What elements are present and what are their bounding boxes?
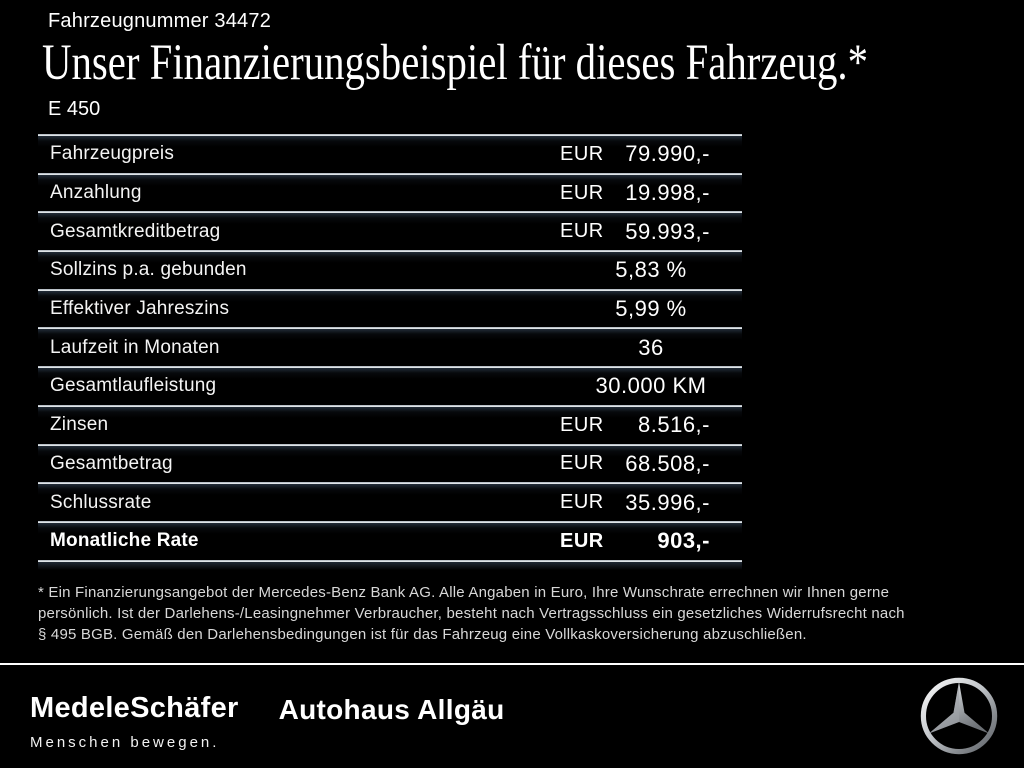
- row-separator: [38, 520, 742, 523]
- table-row: Effektiver Jahreszins 5,99 %: [38, 290, 742, 328]
- row-separator: [38, 172, 742, 175]
- table-row: Laufzeit in Monaten 36: [38, 329, 742, 367]
- currency-label: EUR: [560, 220, 604, 243]
- footer: MedeleSchäfer Menschen bewegen. Autohaus…: [30, 692, 505, 751]
- dealer-block: MedeleSchäfer Menschen bewegen.: [30, 692, 239, 751]
- row-separator: [38, 482, 742, 485]
- row-separator: [38, 327, 742, 330]
- row-value: 8.516,-: [638, 412, 710, 438]
- table-row: Sollzins p.a. gebunden 5,83 %: [38, 252, 742, 289]
- currency-label: EUR: [560, 142, 604, 165]
- row-label: Sollzins p.a. gebunden: [50, 259, 247, 281]
- row-values: EUR 903,-: [560, 528, 742, 554]
- row-values: EUR 68.508,-: [560, 451, 742, 477]
- row-label: Laufzeit in Monaten: [50, 336, 220, 358]
- row-label: Gesamtkreditbetrag: [50, 220, 221, 242]
- row-separator: [38, 404, 742, 407]
- row-values: 5,99 %: [560, 296, 742, 322]
- row-label: Zinsen: [50, 414, 109, 436]
- row-value: 59.993,-: [625, 218, 710, 244]
- table-row: Zinsen EUR 8.516,-: [38, 406, 742, 444]
- row-label: Monatliche Rate: [50, 530, 199, 552]
- row-values: EUR 35.996,-: [560, 490, 742, 516]
- row-value: 5,99 %: [615, 296, 687, 322]
- row-label: Fahrzeugpreis: [50, 143, 175, 165]
- row-values: EUR 8.516,-: [560, 412, 742, 438]
- finance-table: Fahrzeugpreis EUR 79.990,- Anzahlung EUR 19.9…: [38, 134, 742, 570]
- mercedes-benz-star-icon: [919, 676, 999, 756]
- row-value: 79.990,-: [625, 141, 710, 167]
- footer-divider: [0, 663, 1024, 665]
- footnote-line: persönlich. Ist der Darlehens-/Leasingne…: [38, 605, 905, 622]
- currency-label: EUR: [560, 529, 604, 552]
- row-values: 36: [560, 335, 742, 361]
- row-value: 36: [638, 334, 664, 360]
- row-values: EUR 19.998,-: [560, 180, 742, 206]
- model-name: E 450: [48, 98, 101, 120]
- dealer-tagline: Menschen bewegen.: [30, 734, 220, 751]
- table-row: Gesamtlaufleistung 30.000 KM: [38, 368, 742, 405]
- currency-label: EUR: [560, 452, 604, 475]
- row-values: 5,83 %: [560, 257, 742, 283]
- currency-label: EUR: [560, 181, 604, 204]
- vehicle-number: Fahrzeugnummer 34472: [48, 10, 272, 32]
- row-label: Effektiver Jahreszins: [50, 298, 230, 320]
- row-separator: [38, 559, 742, 562]
- table-row: Anzahlung EUR 19.998,-: [38, 174, 742, 212]
- table-row: Fahrzeugpreis EUR 79.990,-: [38, 136, 742, 173]
- row-separator: [38, 134, 742, 136]
- footnote-line: § 495 BGB. Gemäß den Darlehensbedingunge…: [38, 626, 807, 643]
- row-values: 30.000 KM: [560, 373, 742, 399]
- row-separator: [38, 250, 742, 253]
- currency-label: EUR: [560, 413, 604, 436]
- table-row: Monatliche Rate EUR 903,-: [38, 522, 742, 560]
- row-values: EUR 59.993,-: [560, 219, 742, 245]
- table-row: Gesamtkreditbetrag EUR 59.993,-: [38, 213, 742, 251]
- row-value: 903,-: [657, 528, 710, 554]
- dealer-logo-medele-schaefer: MedeleSchäfer: [30, 692, 239, 724]
- dealer-logo-autohaus-allgaeu: Autohaus Allgäu: [278, 694, 505, 725]
- row-value: 19.998,-: [625, 180, 710, 206]
- row-values: EUR 79.990,-: [560, 141, 742, 167]
- currency-label: EUR: [560, 491, 604, 514]
- row-separator: [38, 366, 742, 369]
- row-label: Anzahlung: [50, 182, 142, 204]
- row-label: Gesamtbetrag: [50, 452, 173, 474]
- table-row: Gesamtbetrag EUR 68.508,-: [38, 445, 742, 483]
- row-value: 35.996,-: [625, 489, 710, 515]
- table-row: Schlussrate EUR 35.996,-: [38, 484, 742, 521]
- row-label: Gesamtlaufleistung: [50, 375, 217, 397]
- row-separator: [38, 443, 742, 446]
- row-value: 5,83 %: [615, 257, 687, 283]
- row-value: 30.000 KM: [595, 373, 707, 399]
- table-bottom-shadow: [38, 561, 742, 570]
- row-label: Schlussrate: [50, 491, 152, 513]
- row-separator: [38, 211, 742, 214]
- row-value: 68.508,-: [625, 450, 710, 476]
- footnote: * Ein Finanzierungsangebot der Mercedes-…: [38, 582, 1006, 645]
- row-separator: [38, 288, 742, 291]
- footnote-line: * Ein Finanzierungsangebot der Mercedes-…: [38, 584, 890, 601]
- page-title: Unser Finanzierungsbeispiel für dieses F…: [42, 35, 868, 91]
